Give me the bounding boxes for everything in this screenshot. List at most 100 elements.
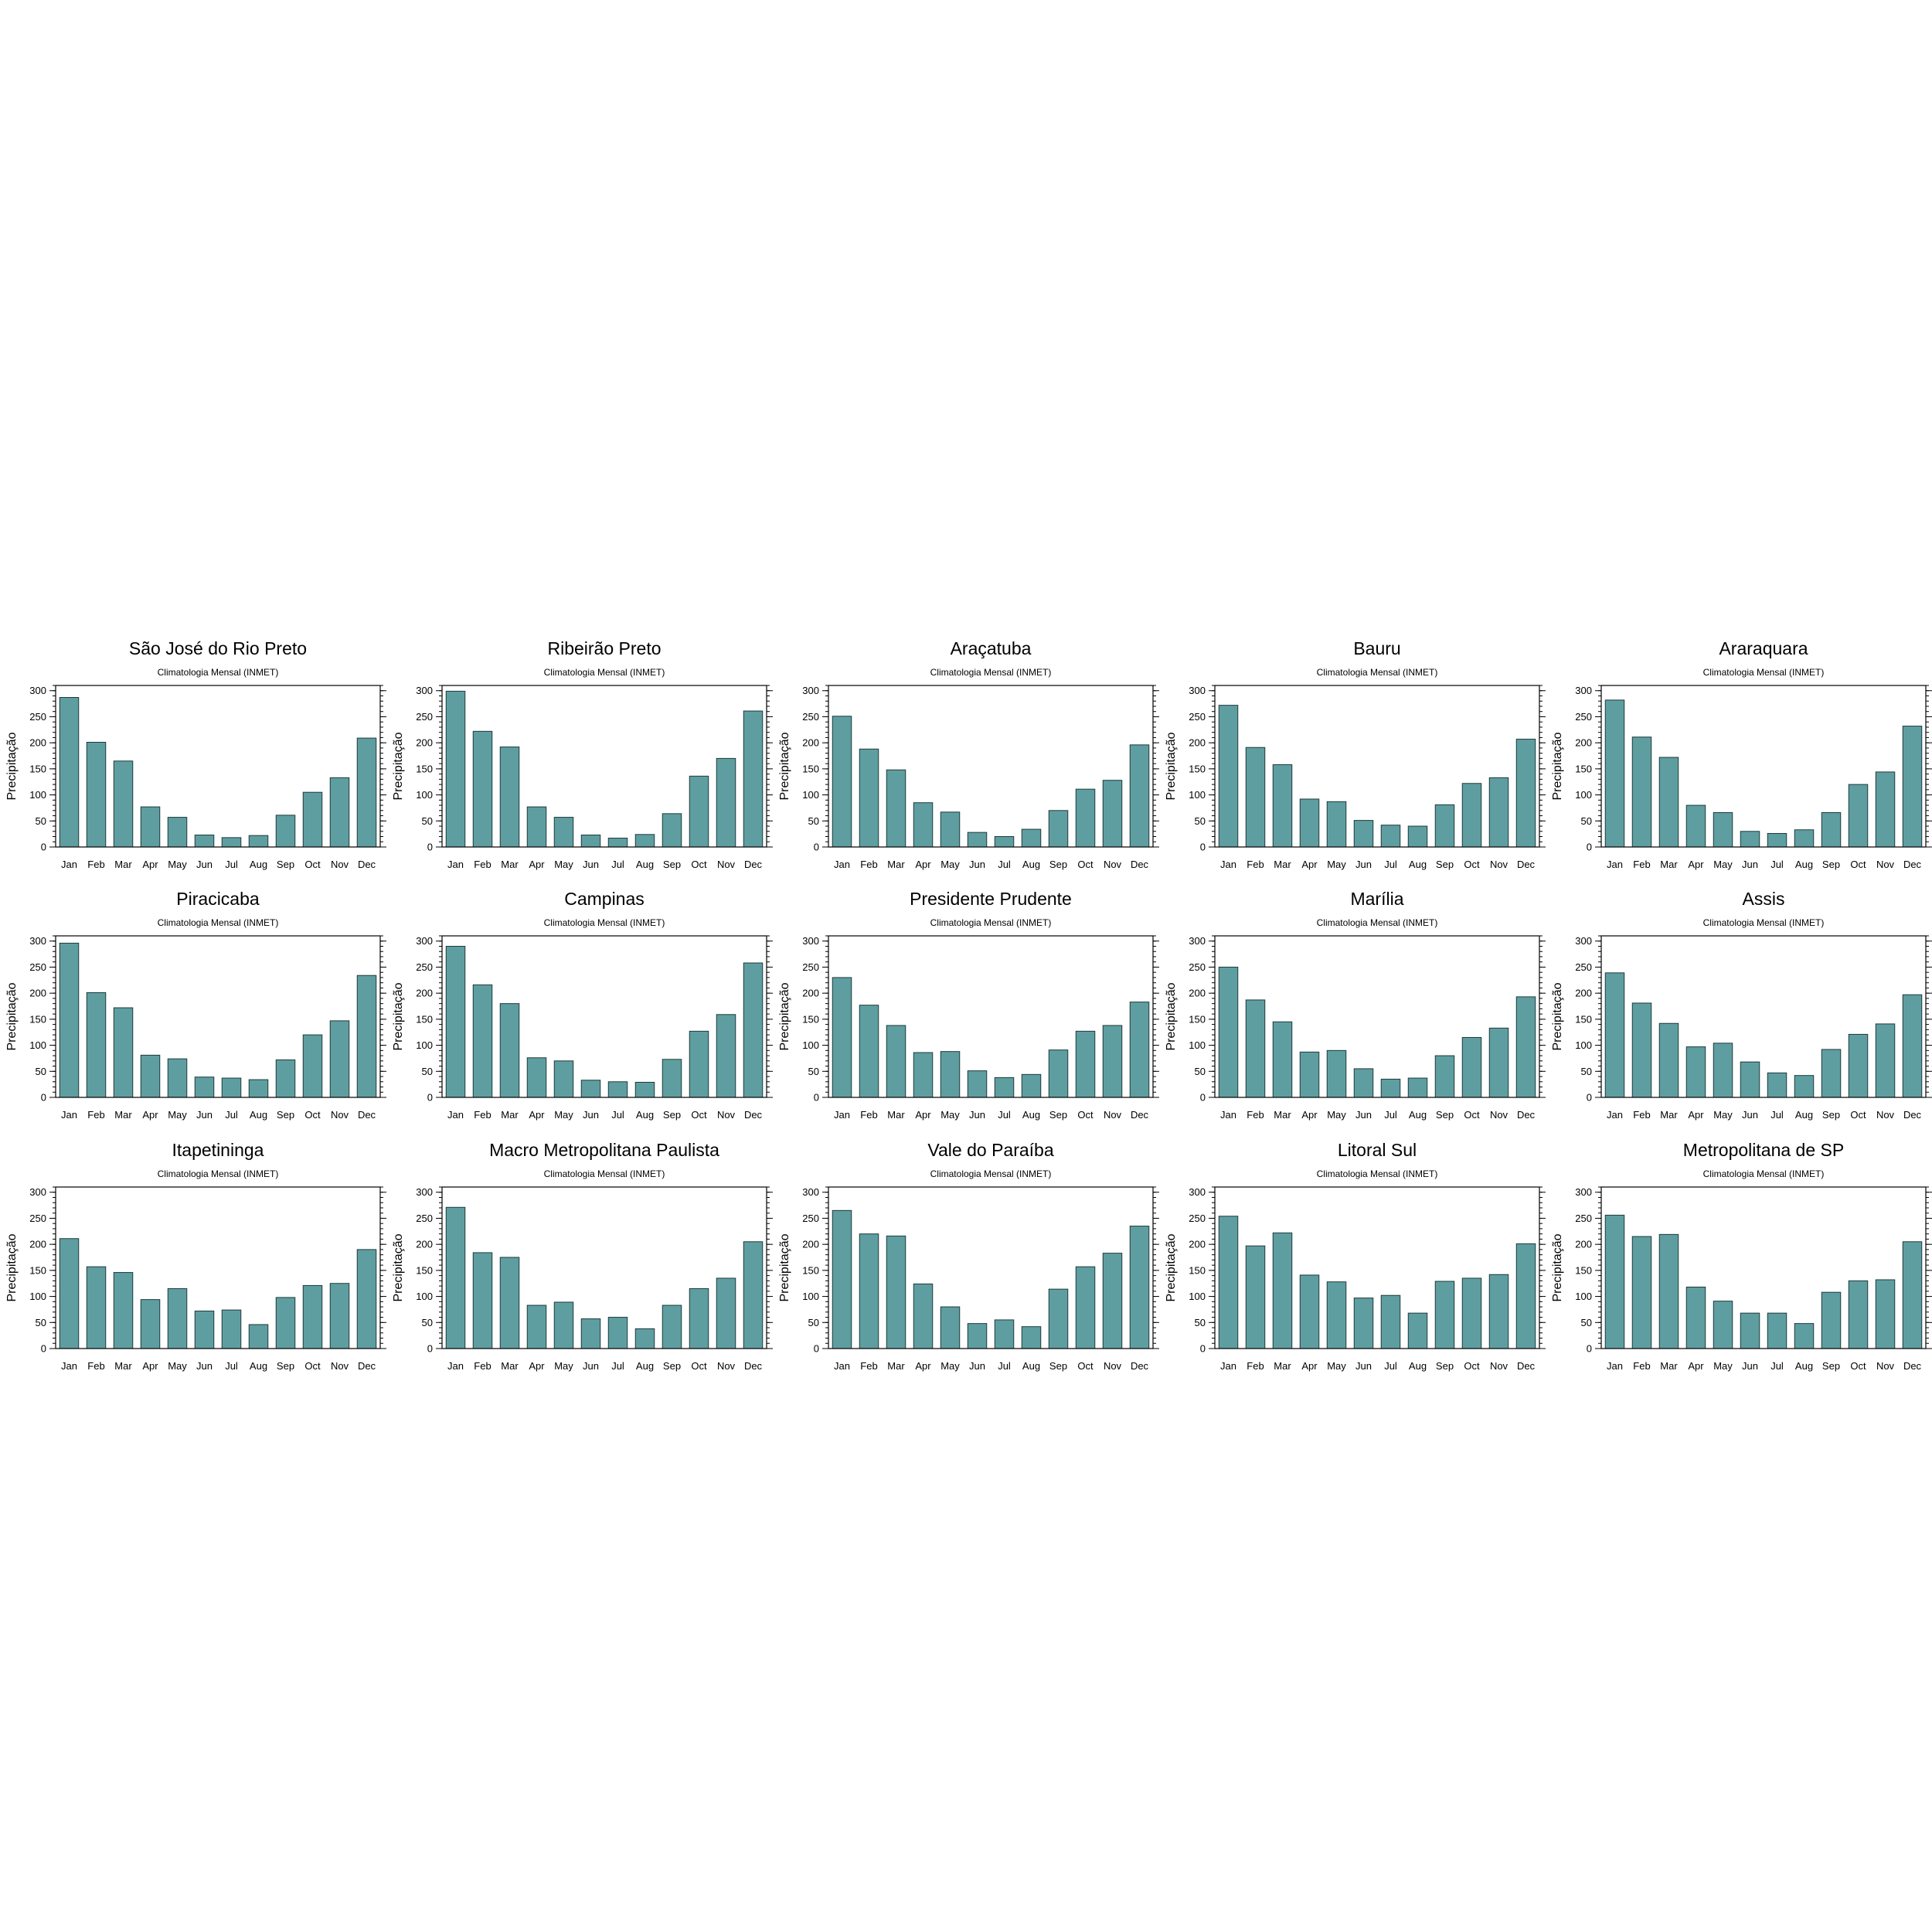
y-tick-label: 250 <box>1575 711 1592 723</box>
x-tick-label: May <box>940 1109 960 1121</box>
bar-sep <box>1821 1049 1842 1098</box>
y-axis-label: Precipitação <box>1165 982 1178 1050</box>
y-tick-label: 50 <box>1195 815 1206 827</box>
bar-jan <box>1218 1216 1239 1349</box>
y-tick-label: 200 <box>1575 737 1592 749</box>
bar-apr <box>526 1057 547 1098</box>
bar-jan <box>445 1206 466 1349</box>
bar-mar <box>1658 1022 1679 1098</box>
bar-jul <box>221 1309 242 1349</box>
chart-title: Assis <box>1743 889 1785 909</box>
bar-aug <box>248 1079 269 1098</box>
bar-mar <box>1272 764 1293 848</box>
x-tick-label: Sep <box>1822 1360 1840 1372</box>
y-tick-label: 200 <box>29 1239 46 1250</box>
bar-aug <box>1021 1326 1042 1349</box>
bar-sep <box>275 1297 296 1349</box>
bar-jul <box>994 836 1015 848</box>
x-tick-label: Sep <box>663 1360 681 1372</box>
x-tick-label: Nov <box>717 1109 736 1121</box>
chart-title: Bauru <box>1353 638 1400 658</box>
x-tick-label: Aug <box>636 1360 654 1372</box>
x-tick-label: Mar <box>887 859 905 870</box>
x-tick-label: Dec <box>358 1360 376 1372</box>
bar-apr <box>1299 798 1320 848</box>
chart-subtitle: Climatologia Mensal (INMET) <box>1703 917 1825 928</box>
y-axis-label: Precipitação <box>392 1233 405 1301</box>
chart-title: Araraquara <box>1719 638 1808 658</box>
y-axis-label: Precipitação <box>392 982 405 1050</box>
bar-aug <box>1021 828 1042 848</box>
y-tick-label: 200 <box>1189 737 1206 749</box>
bar-jul <box>1380 1078 1401 1098</box>
bar-sep <box>1434 1281 1455 1349</box>
x-tick-label: Jul <box>611 859 624 870</box>
x-tick-label: May <box>1327 859 1346 870</box>
bar-jul <box>1767 1072 1787 1098</box>
y-tick-label: 250 <box>416 711 433 723</box>
chart-panel: Araraquara Climatologia Mensal (INMET) Pre… <box>1551 638 1932 870</box>
y-tick-label: 250 <box>1189 961 1206 973</box>
y-tick-label: 100 <box>29 789 46 801</box>
bar-dec <box>1515 738 1536 848</box>
bar-aug <box>1407 1077 1428 1098</box>
y-tick-label: 250 <box>416 961 433 973</box>
x-tick-label: Apr <box>529 859 545 870</box>
bar-aug <box>248 1324 269 1349</box>
bar-apr <box>140 1054 161 1098</box>
x-tick-label: Apr <box>529 1109 545 1121</box>
bar-jan <box>832 1209 852 1349</box>
bar-jun <box>967 1323 988 1349</box>
x-tick-label: May <box>940 1360 960 1372</box>
bar-oct <box>689 1287 709 1349</box>
y-axis-label: Precipitação <box>778 1233 791 1301</box>
x-tick-label: Nov <box>717 1360 736 1372</box>
y-tick-label: 50 <box>1581 1317 1592 1328</box>
y-tick-label: 300 <box>29 935 46 947</box>
bar-jan <box>1604 972 1625 1098</box>
bar-aug <box>1794 1323 1815 1349</box>
y-tick-label: 200 <box>416 1239 433 1250</box>
y-tick-label: 200 <box>1575 988 1592 999</box>
x-tick-label: Apr <box>915 1360 931 1372</box>
x-tick-label: Jun <box>1355 1109 1372 1121</box>
chart-panel: Macro Metropolitana Paulista Climatologia… <box>392 1140 773 1372</box>
x-tick-label: Jul <box>998 859 1011 870</box>
y-tick-label: 250 <box>29 1213 46 1224</box>
x-tick-label: Jul <box>225 1109 238 1121</box>
y-tick-label: 100 <box>1189 789 1206 801</box>
bar-nov <box>716 1277 736 1349</box>
x-tick-label: Mar <box>501 859 519 870</box>
y-tick-label: 200 <box>29 737 46 749</box>
plot-frame <box>828 685 1154 848</box>
chart-panel: Vale do Paraíba Climatologia Mensal (INME… <box>778 1140 1159 1372</box>
chart-subtitle: Climatologia Mensal (INMET) <box>1703 1168 1825 1179</box>
bar-feb <box>472 730 493 848</box>
bar-mar <box>113 1272 134 1349</box>
y-tick-label: 50 <box>1581 1066 1592 1077</box>
bar-aug <box>1407 1312 1428 1349</box>
x-tick-label: Jan <box>1607 859 1623 870</box>
bar-feb <box>86 992 107 1098</box>
bar-dec <box>1129 1226 1150 1349</box>
x-tick-label: Jun <box>196 1109 213 1121</box>
y-tick-label: 100 <box>802 789 819 801</box>
x-tick-label: Jul <box>1384 1360 1397 1372</box>
bar-aug <box>634 1328 655 1349</box>
x-tick-label: Dec <box>744 1360 763 1372</box>
x-tick-label: Feb <box>474 1360 491 1372</box>
x-tick-label: May <box>168 1109 187 1121</box>
bar-jun <box>967 1070 988 1098</box>
bar-jun <box>580 834 601 848</box>
y-tick-label: 300 <box>1575 935 1592 947</box>
x-tick-label: Apr <box>1688 1109 1704 1121</box>
x-tick-label: Oct <box>691 1109 707 1121</box>
bar-aug <box>634 834 655 848</box>
x-tick-label: Mar <box>501 1109 519 1121</box>
x-tick-label: Mar <box>1274 1360 1291 1372</box>
y-tick-label: 0 <box>1200 842 1206 853</box>
bar-jul <box>994 1319 1015 1349</box>
x-tick-label: Mar <box>887 1109 905 1121</box>
y-tick-label: 250 <box>1189 711 1206 723</box>
x-tick-label: Feb <box>860 1109 877 1121</box>
